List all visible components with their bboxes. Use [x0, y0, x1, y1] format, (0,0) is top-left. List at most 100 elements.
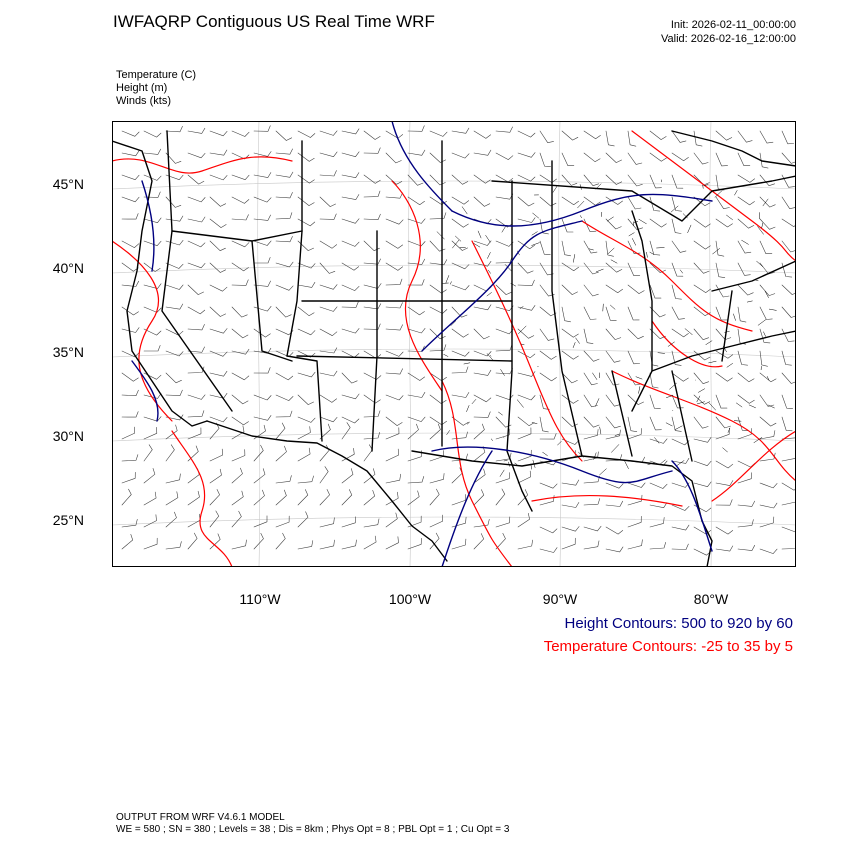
wind-barb — [473, 423, 485, 440]
wind-barb — [517, 328, 535, 339]
wind-barb — [693, 152, 709, 165]
wind-barb — [671, 284, 682, 300]
wind-barb — [341, 240, 360, 247]
county-line — [466, 421, 470, 425]
wind-barb — [561, 218, 574, 233]
wind-barb — [297, 371, 316, 378]
wind-barb — [781, 240, 797, 253]
county-line — [702, 184, 704, 189]
wind-barb — [209, 262, 226, 273]
county-line — [768, 308, 777, 311]
county-line — [436, 231, 445, 240]
county-line — [646, 251, 648, 258]
wind-barb — [737, 372, 755, 383]
county-line — [708, 402, 716, 411]
wind-barb — [187, 366, 205, 374]
wind-barb — [231, 279, 249, 286]
wind-barb — [275, 489, 287, 506]
wind-barb — [737, 500, 755, 507]
wind-barb — [297, 511, 309, 528]
wind-barb — [385, 174, 403, 185]
county-line — [610, 259, 618, 264]
county-line — [638, 218, 647, 225]
wind-barb — [605, 416, 621, 429]
county-line — [498, 411, 503, 416]
wind-barb — [473, 130, 491, 139]
wind-barb — [737, 152, 751, 166]
wind-barb — [231, 539, 247, 550]
county-line — [572, 342, 576, 348]
wind-barb — [671, 218, 682, 234]
wind-barb — [363, 130, 381, 140]
county-line — [499, 469, 505, 477]
wind-barb — [737, 545, 755, 551]
wind-barb — [143, 262, 161, 272]
wind-barb — [759, 416, 777, 427]
county-line — [601, 211, 603, 217]
wind-barb — [407, 174, 424, 186]
wind-barb — [495, 344, 513, 352]
wind-barb — [671, 130, 687, 143]
wind-barb — [539, 240, 551, 255]
border-line — [651, 330, 797, 372]
wind-barb — [143, 393, 162, 399]
county-line — [542, 451, 548, 456]
wind-barb — [231, 174, 250, 180]
height-contour — [441, 450, 493, 568]
county-line — [624, 460, 629, 469]
wind-barb — [715, 460, 734, 469]
wind-barb — [561, 479, 580, 486]
wind-barb — [649, 196, 660, 212]
wind-barb — [253, 196, 272, 203]
wind-barb — [693, 284, 711, 293]
wind-barb — [473, 350, 492, 357]
wind-barb — [275, 410, 293, 418]
wind-barb — [385, 394, 404, 401]
wind-barb — [385, 350, 404, 357]
wind-barb — [649, 372, 659, 389]
wind-barb — [319, 423, 331, 440]
height-contour — [451, 193, 713, 227]
wind-barb — [407, 149, 426, 156]
wind-barb — [715, 545, 734, 552]
wind-barb — [429, 240, 446, 252]
wind-barb — [671, 240, 687, 253]
wind-barb — [561, 537, 576, 550]
wind-barb — [737, 350, 748, 366]
wind-barb — [759, 130, 774, 144]
state-borders — [111, 130, 797, 568]
wind-barb — [253, 125, 271, 132]
wind-barb — [517, 217, 536, 223]
county-line — [708, 360, 717, 364]
wind-barb — [605, 284, 623, 293]
wind-barb — [341, 422, 351, 440]
wind-barb — [165, 541, 182, 550]
wind-barb — [231, 152, 250, 160]
wind-barb — [649, 218, 667, 228]
wind-barb — [429, 328, 446, 340]
wind-barb — [319, 151, 338, 157]
wind-barb — [517, 427, 532, 440]
wind-barb — [143, 240, 162, 246]
wind-barb — [561, 152, 575, 166]
wind-barb — [187, 196, 206, 203]
wind-barb — [253, 172, 272, 178]
wind-barb — [539, 328, 555, 341]
wind-barb — [165, 473, 181, 484]
wind-barb — [451, 196, 469, 205]
wind-barb — [627, 152, 643, 165]
model-info-line: OUTPUT FROM WRF V4.6.1 MODEL — [116, 812, 285, 823]
wind-barb — [693, 416, 709, 429]
wind-barb — [627, 218, 643, 230]
wind-barb — [297, 416, 316, 423]
wind-barb — [429, 473, 445, 484]
wind-barb — [517, 350, 536, 359]
border-line — [251, 240, 293, 362]
wind-barb — [627, 539, 643, 550]
parallel-line — [111, 180, 797, 190]
border-line — [371, 230, 378, 452]
wind-barb — [451, 366, 469, 374]
wind-barb — [429, 423, 441, 440]
wind-barb — [407, 306, 425, 316]
county-line — [723, 346, 727, 353]
